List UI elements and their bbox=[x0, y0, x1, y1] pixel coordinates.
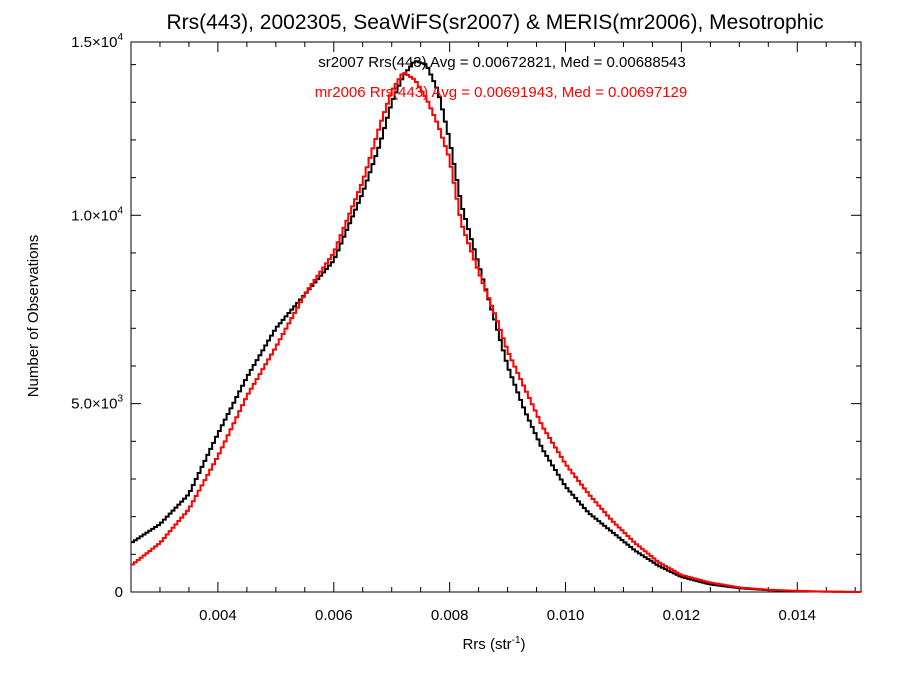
red-series-stats: mr2006 Rrs(443) Avg = 0.00691943, Med = … bbox=[315, 84, 688, 101]
y-axis-label: Number of Observations bbox=[25, 235, 42, 398]
y-tick-mantissa: 5.0×10 bbox=[71, 396, 117, 413]
y-tick-mantissa: 0 bbox=[115, 584, 123, 601]
x-axis-label-sup: -1 bbox=[512, 635, 521, 646]
y-tick-mantissa: 1.5×10 bbox=[71, 34, 117, 51]
chart-title: Rrs(443), 2002305, SeaWiFS(sr2007) & MER… bbox=[166, 11, 823, 34]
x-axis-label: Rrs (str-1) bbox=[462, 635, 525, 653]
y-tick-mantissa: 1.0×10 bbox=[71, 207, 117, 224]
plot-frame bbox=[130, 41, 862, 593]
mr2006-histogram-line bbox=[131, 72, 862, 593]
y-tick-exponent: 4 bbox=[117, 205, 123, 216]
y-tick-label: 5.0×103 bbox=[71, 394, 123, 413]
x-tick-label: 0.012 bbox=[663, 607, 701, 624]
y-tick-label: 1.0×104 bbox=[71, 205, 123, 224]
series-layer bbox=[131, 60, 862, 593]
x-tick-label: 0.008 bbox=[431, 607, 469, 624]
black-series-stats: sr2007 Rrs(443) Avg = 0.00672821, Med = … bbox=[318, 54, 686, 71]
x-tick-label: 0.006 bbox=[315, 607, 353, 624]
y-tick-exponent: 4 bbox=[117, 32, 123, 43]
y-tick-label: 0 bbox=[115, 584, 123, 601]
x-tick-label: 0.004 bbox=[199, 607, 237, 624]
y-tick-exponent: 3 bbox=[117, 394, 123, 405]
x-axis-label-base: Rrs (str bbox=[462, 636, 511, 653]
x-tick-label: 0.014 bbox=[778, 607, 816, 624]
x-tick-label: 0.010 bbox=[547, 607, 585, 624]
x-axis-ticks: 0.004 0.006 0.008 0.010 0.012 0.014 bbox=[130, 42, 856, 624]
x-axis-label-close: ) bbox=[521, 636, 526, 653]
sr2007-histogram-line bbox=[131, 60, 862, 593]
y-tick-label: 1.5×104 bbox=[71, 32, 123, 51]
